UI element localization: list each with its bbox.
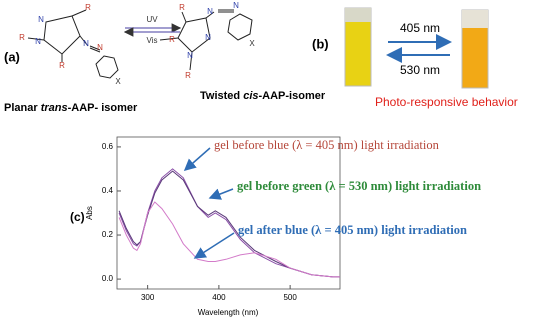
annotation-arrow — [193, 232, 235, 259]
trans-caption: Planar trans-AAP- isomer — [4, 102, 138, 114]
atom-label: R — [85, 3, 91, 12]
caption-part: cis — [243, 90, 258, 102]
series-annotation: gel after blue (λ = 405 nm) light irradi… — [238, 223, 467, 237]
caption-part: Planar — [4, 102, 41, 114]
caption-part: -AAP-isomer — [259, 90, 326, 102]
annotation-arrow — [208, 188, 234, 200]
atom-label: X — [249, 39, 255, 48]
atom-label: R — [59, 61, 65, 70]
cis-caption: Twisted cis-AAP-isomer — [200, 90, 326, 102]
vial-cap — [462, 10, 488, 28]
series-line — [118, 201, 340, 278]
x-tick-label: 400 — [212, 293, 226, 302]
molecule-cis — [159, 9, 253, 71]
uv-label: UV — [146, 15, 158, 24]
y-tick-label: 0.0 — [102, 274, 114, 283]
vis-label: Vis — [147, 36, 158, 45]
caption-part: Twisted — [200, 90, 243, 102]
panel-a: (a) UV Vis Planar trans-AAP- isomer Twis… — [4, 1, 326, 114]
atom-label: N — [207, 7, 213, 16]
atom-label: X — [115, 77, 121, 86]
y-tick-label: 0.2 — [102, 230, 114, 239]
atom-label: R — [185, 71, 191, 80]
annotation-arrow — [183, 147, 211, 171]
x-tick-label: 300 — [141, 293, 155, 302]
y-tick-label: 0.6 — [102, 142, 114, 151]
caption-part: -AAP- isomer — [68, 102, 138, 114]
molecule-trans — [27, 9, 119, 79]
vial-cap — [345, 8, 371, 22]
atom-label: R — [19, 33, 25, 42]
series-annotation: gel before blue (λ = 405 nm) light irrad… — [214, 138, 440, 152]
atom-label: N — [38, 15, 44, 24]
panel-label: (b) — [312, 36, 329, 51]
panel-label: (a) — [4, 49, 20, 64]
backward-wavelength: 530 nm — [400, 63, 440, 77]
panel-label: (c) — [70, 210, 85, 224]
series-annotation: gel before green (λ = 530 nm) light irra… — [237, 179, 481, 193]
atom-label: N — [35, 37, 41, 46]
series-line — [118, 170, 340, 278]
atom-label: N — [187, 51, 193, 60]
atom-label: N — [97, 43, 103, 52]
x-tick-label: 500 — [283, 293, 297, 302]
atom-label: R — [179, 3, 185, 12]
plot-frame — [116, 136, 341, 290]
atom-label: N — [83, 39, 89, 48]
atom-label: N — [233, 1, 239, 10]
panel-b: (b) 405 nm 530 nm Photo-responsive behav… — [312, 7, 518, 109]
caption-part: trans — [41, 102, 68, 114]
forward-wavelength: 405 nm — [400, 21, 440, 35]
atom-label: R — [169, 35, 175, 44]
caption: Photo-responsive behavior — [375, 95, 518, 109]
y-tick-label: 0.4 — [102, 186, 114, 195]
x-axis-label: Wavelength (nm) — [198, 308, 259, 317]
y-axis-label: Abs — [85, 206, 94, 220]
panel-c: (c) Abs Wavelength (nm) 0.0 0.2 0.4 0.6 300 4… — [70, 136, 481, 317]
atom-label: N — [205, 33, 211, 42]
